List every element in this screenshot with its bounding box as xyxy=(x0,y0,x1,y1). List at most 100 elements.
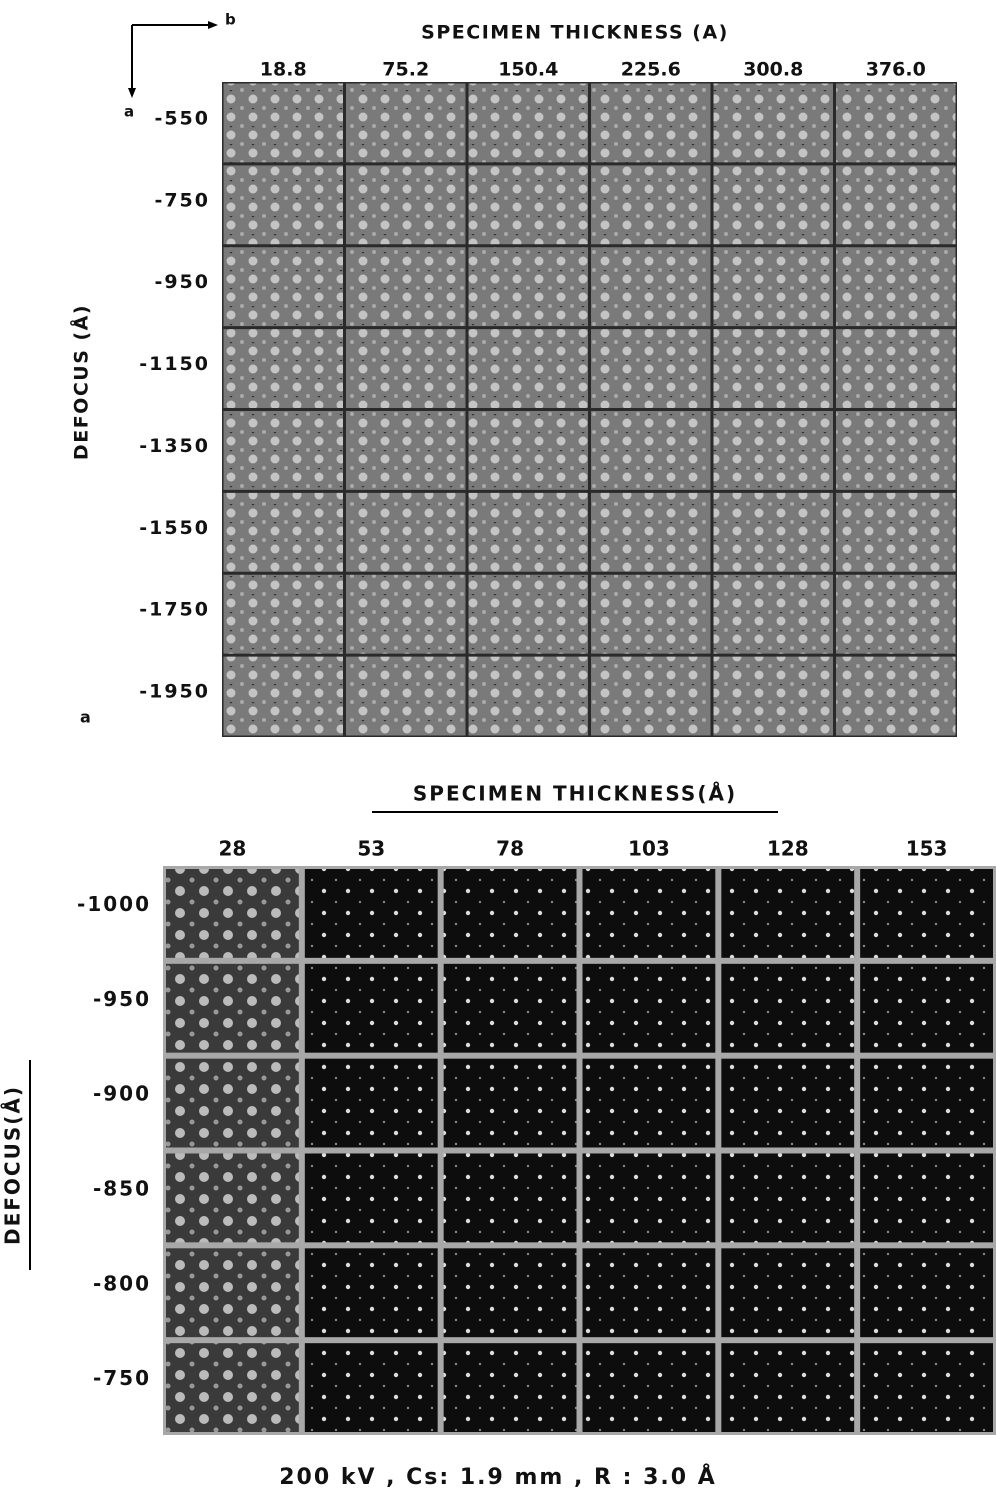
image-cell xyxy=(304,963,438,1053)
column-label: 150.4 xyxy=(498,59,558,81)
image-cell xyxy=(591,656,711,736)
image-cell xyxy=(860,1248,993,1338)
image-cell xyxy=(468,329,588,408)
column-label: 128 xyxy=(767,837,809,861)
image-cell xyxy=(836,247,956,327)
row-label: -800 xyxy=(93,1271,151,1295)
image-cell xyxy=(304,1153,438,1243)
row-label: -550 xyxy=(154,107,210,129)
image-cell xyxy=(591,492,711,572)
row-label: -750 xyxy=(154,189,210,211)
column-label: 153 xyxy=(906,837,948,861)
image-cell xyxy=(304,1343,438,1432)
row-label: -1950 xyxy=(139,681,210,703)
image-cell xyxy=(713,574,833,654)
image-cell xyxy=(443,1248,577,1338)
row-label: -1350 xyxy=(139,435,210,457)
image-cell xyxy=(223,247,343,327)
image-cell xyxy=(860,1343,993,1432)
image-grid: 28 53 78 103 128 153 -1000 -950 -900 -850 -800 -750 xyxy=(77,837,996,1435)
image-cell xyxy=(223,656,343,736)
image-cell xyxy=(443,1058,577,1148)
panel-label: a xyxy=(80,708,91,727)
image-cell xyxy=(721,1248,855,1338)
image-cell xyxy=(304,1058,438,1148)
image-cell xyxy=(346,656,466,736)
image-cell xyxy=(713,329,833,408)
image-cell xyxy=(443,1153,577,1243)
row-label: -950 xyxy=(154,271,210,293)
column-label: 18.8 xyxy=(260,59,307,81)
image-cell xyxy=(836,656,956,736)
column-label: 28 xyxy=(218,837,246,861)
row-label: -850 xyxy=(93,1176,151,1200)
image-cell xyxy=(443,1343,577,1432)
image-cell xyxy=(346,165,466,245)
image-cell xyxy=(223,165,343,245)
arrow-head xyxy=(128,88,136,98)
image-cell xyxy=(582,963,716,1053)
image-cell xyxy=(582,1153,716,1243)
row-label: -1550 xyxy=(139,517,210,539)
image-cell xyxy=(582,1058,716,1148)
grid-background xyxy=(163,866,996,1435)
image-cell xyxy=(721,1058,855,1148)
image-cell xyxy=(346,247,466,327)
y-axis-label: DEFOCUS (Å) xyxy=(69,304,93,460)
panel-b: SPECIMEN THICKNESS(Å) DEFOCUS(Å) 200 kV … xyxy=(1,782,996,1490)
image-cell xyxy=(713,247,833,327)
image-cell xyxy=(443,963,577,1053)
image-cell xyxy=(166,869,299,958)
arrow-head xyxy=(208,21,218,29)
image-cell xyxy=(721,963,855,1053)
image-cell xyxy=(591,329,711,408)
image-grid: 18.8 75.2 150.4 225.6 300.8 376.0 -550 -750 -950… xyxy=(139,59,957,737)
column-label: 75.2 xyxy=(382,59,429,81)
image-cell xyxy=(713,165,833,245)
image-cell xyxy=(166,1343,299,1432)
image-cell xyxy=(346,574,466,654)
panel-title: SPECIMEN THICKNESS(Å) xyxy=(413,782,737,806)
image-cell xyxy=(582,1248,716,1338)
arrow-label: a xyxy=(124,103,134,121)
image-cell xyxy=(346,492,466,572)
image-cell xyxy=(223,492,343,572)
row-label: -1750 xyxy=(139,599,210,621)
image-cell xyxy=(166,1058,299,1148)
image-cell xyxy=(591,83,711,163)
image-cell xyxy=(591,165,711,245)
row-label: -750 xyxy=(93,1366,151,1390)
image-cell xyxy=(713,492,833,572)
column-label: 78 xyxy=(496,837,524,861)
image-cell xyxy=(721,1153,855,1243)
row-label: -1000 xyxy=(77,892,151,916)
row-label: -1150 xyxy=(139,353,210,375)
image-cell xyxy=(582,1343,716,1432)
image-cell xyxy=(860,963,993,1053)
image-cell xyxy=(166,1248,299,1338)
image-cell xyxy=(223,329,343,408)
grid-background xyxy=(222,82,957,737)
image-cell xyxy=(836,329,956,408)
image-cell xyxy=(468,492,588,572)
image-cell xyxy=(223,83,343,163)
image-cell xyxy=(721,1343,855,1432)
y-axis-label: DEFOCUS(Å) xyxy=(1,1085,25,1245)
column-label: 376.0 xyxy=(866,59,926,81)
image-cell xyxy=(582,869,716,958)
panel-title: SPECIMEN THICKNESS (A) xyxy=(421,22,729,44)
image-cell xyxy=(468,656,588,736)
image-cell xyxy=(468,247,588,327)
image-cell xyxy=(721,869,855,958)
image-cell xyxy=(468,165,588,245)
image-cell xyxy=(346,411,466,490)
image-cell xyxy=(166,1153,299,1243)
image-cell xyxy=(836,492,956,572)
image-cell xyxy=(713,656,833,736)
image-cell xyxy=(468,83,588,163)
image-cell xyxy=(304,1248,438,1338)
panel-a: b a SPECIMEN THICKNESS (A) DEFOCUS (Å) a… xyxy=(69,11,957,737)
image-cell xyxy=(468,574,588,654)
image-cell xyxy=(346,83,466,163)
image-cell xyxy=(860,869,993,958)
